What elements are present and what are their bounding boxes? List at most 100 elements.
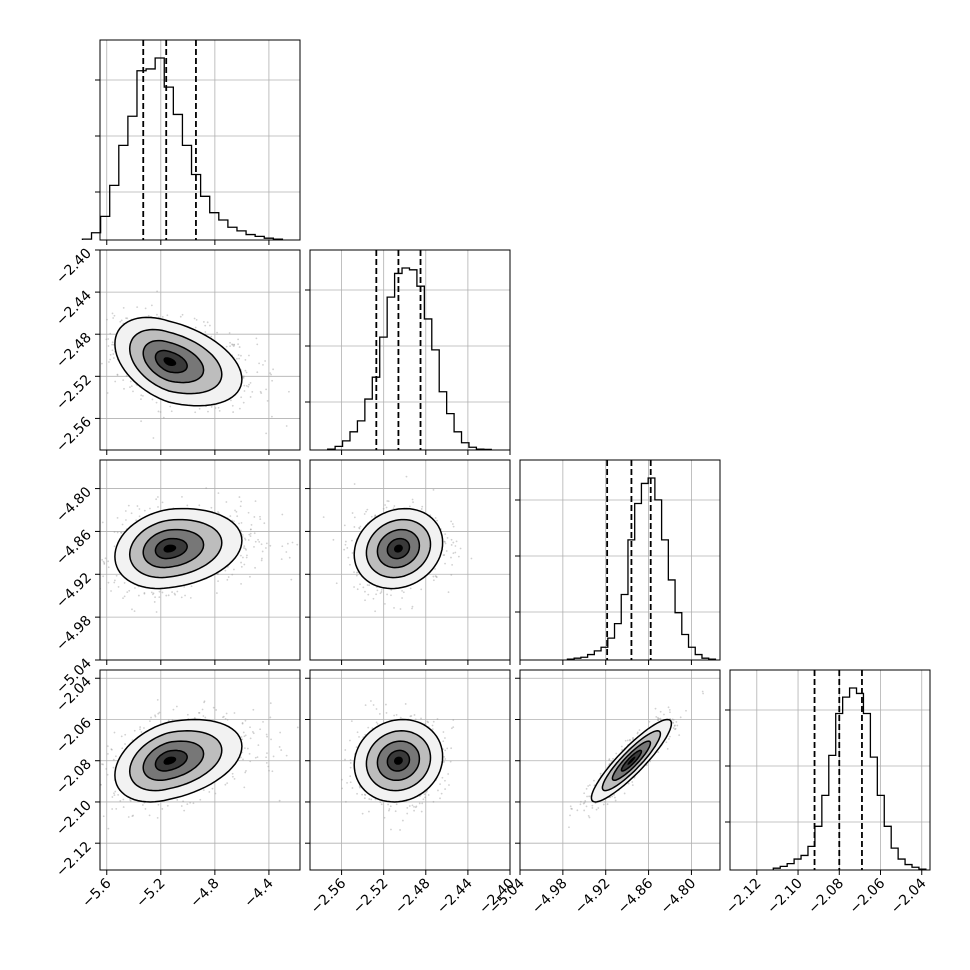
sample-point bbox=[198, 407, 201, 410]
sample-point bbox=[91, 315, 93, 317]
sample-point bbox=[170, 410, 173, 413]
sample-point bbox=[87, 552, 89, 554]
sample-point bbox=[444, 737, 446, 739]
sample-point bbox=[186, 713, 189, 716]
sample-point bbox=[157, 712, 160, 715]
sample-point bbox=[122, 798, 125, 801]
sample-point bbox=[375, 721, 378, 724]
sample-point bbox=[110, 748, 113, 750]
sample-point bbox=[106, 392, 109, 394]
sample-point bbox=[358, 527, 361, 530]
sample-point bbox=[454, 545, 457, 547]
sample-point bbox=[291, 541, 294, 544]
sample-point bbox=[133, 610, 136, 613]
sample-point bbox=[155, 401, 158, 404]
sample-point bbox=[122, 597, 124, 600]
sample-point bbox=[121, 523, 124, 526]
sample-point bbox=[281, 513, 284, 516]
sample-point bbox=[260, 559, 263, 562]
sample-point bbox=[194, 411, 197, 414]
sample-point bbox=[374, 514, 377, 517]
sample-point bbox=[244, 359, 247, 361]
sample-point bbox=[156, 496, 159, 498]
sample-point bbox=[147, 314, 150, 317]
sample-point bbox=[296, 543, 299, 546]
sample-point bbox=[363, 793, 366, 796]
sample-point bbox=[335, 582, 338, 585]
sample-point bbox=[140, 398, 142, 401]
sample-point bbox=[124, 743, 126, 745]
sample-point bbox=[204, 331, 207, 333]
sample-point bbox=[450, 573, 453, 576]
sample-point bbox=[367, 593, 370, 596]
sample-point bbox=[270, 738, 272, 741]
sample-point bbox=[452, 525, 455, 528]
sample-point bbox=[249, 528, 252, 531]
sample-point bbox=[395, 803, 398, 806]
sample-point bbox=[390, 828, 392, 831]
sample-point bbox=[447, 773, 450, 775]
sample-point bbox=[424, 796, 427, 799]
contour-line bbox=[376, 528, 421, 569]
sample-point bbox=[233, 343, 235, 346]
sample-point bbox=[370, 700, 372, 702]
sample-point bbox=[102, 815, 105, 818]
sample-point bbox=[240, 565, 243, 568]
sample-point bbox=[452, 719, 455, 721]
sample-point bbox=[183, 585, 186, 588]
sample-point bbox=[93, 798, 95, 800]
sample-point bbox=[107, 581, 110, 584]
sample-point bbox=[106, 745, 109, 748]
sample-point bbox=[406, 812, 409, 815]
sample-point bbox=[376, 722, 379, 725]
sample-point bbox=[363, 797, 366, 800]
sample-point bbox=[386, 593, 388, 596]
sample-point bbox=[104, 557, 107, 560]
sample-point bbox=[189, 801, 192, 804]
sample-point bbox=[394, 810, 397, 813]
sample-point bbox=[203, 701, 205, 704]
sample-point bbox=[92, 783, 94, 785]
sample-point bbox=[570, 807, 573, 810]
sample-point bbox=[214, 407, 217, 409]
sample-point bbox=[111, 808, 114, 810]
sample-point bbox=[266, 399, 269, 402]
sample-point bbox=[129, 380, 132, 383]
sample-point bbox=[120, 735, 123, 738]
sample-point bbox=[455, 540, 458, 543]
sample-point bbox=[131, 608, 133, 611]
sample-point bbox=[270, 373, 272, 376]
sample-point bbox=[102, 763, 104, 766]
sample-point bbox=[262, 720, 264, 723]
sample-point bbox=[443, 760, 445, 763]
sample-point bbox=[97, 570, 99, 572]
sample-point bbox=[109, 358, 112, 361]
sample-point bbox=[240, 561, 242, 564]
sample-point bbox=[256, 371, 259, 374]
sample-point bbox=[447, 591, 450, 594]
sample-point bbox=[245, 769, 247, 772]
sample-point bbox=[218, 409, 221, 412]
sample-point bbox=[441, 776, 444, 779]
sample-point bbox=[257, 744, 260, 746]
sample-point bbox=[361, 793, 364, 796]
sample-point bbox=[414, 718, 417, 721]
sample-point bbox=[107, 560, 110, 563]
x-tick-label: −2.06 bbox=[847, 875, 889, 917]
sample-point bbox=[240, 529, 242, 532]
sample-point bbox=[125, 375, 128, 377]
sample-point bbox=[231, 772, 234, 775]
sample-point bbox=[243, 545, 246, 548]
sample-point bbox=[685, 709, 687, 712]
sample-point bbox=[215, 592, 218, 594]
sample-point bbox=[132, 814, 134, 817]
panel-frame bbox=[309, 459, 511, 661]
histogram-panel-3 bbox=[725, 669, 931, 871]
sample-point bbox=[448, 784, 450, 786]
sample-point bbox=[278, 799, 281, 802]
sample-point bbox=[359, 525, 362, 528]
x-axis-0: −5.6 −5.2 −4.8 −4.4 bbox=[79, 870, 277, 911]
sample-point bbox=[253, 546, 255, 548]
sample-point bbox=[240, 554, 242, 557]
sample-point bbox=[440, 792, 443, 795]
